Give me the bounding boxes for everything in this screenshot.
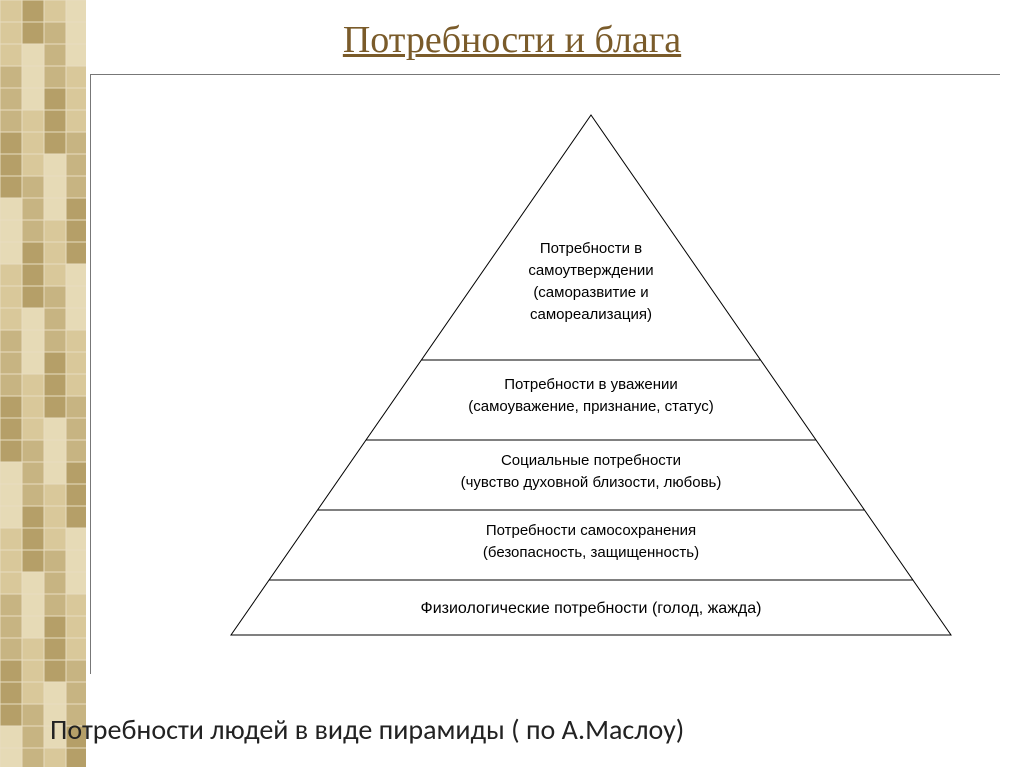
svg-text:Социальные потребности: Социальные потребности	[501, 452, 681, 469]
svg-text:(саморазвитие и: (саморазвитие и	[533, 284, 648, 301]
svg-text:Потребности в уважении: Потребности в уважении	[504, 376, 678, 393]
decorative-left-strip	[0, 0, 86, 767]
caption-text: Потребности людей в виде пирамиды ( по А…	[50, 712, 684, 747]
svg-text:(чувство духовной близости, лю: (чувство духовной близости, любовь)	[461, 474, 722, 491]
svg-text:самореализация): самореализация)	[530, 306, 652, 323]
svg-text:самоутверждении: самоутверждении	[528, 262, 653, 279]
pyramid-frame: Потребности в самоутверждении (саморазвити…	[90, 74, 1000, 674]
svg-text:Потребности самосохранения: Потребности самосохранения	[486, 522, 696, 539]
svg-text:(самоуважение, признание, стат: (самоуважение, признание, статус)	[468, 398, 713, 415]
maslow-pyramid: Потребности в самоутверждении (саморазвити…	[211, 95, 971, 655]
svg-text:Физиологические потребности (г: Физиологические потребности (голод, жажд…	[421, 600, 762, 617]
svg-text:(безопасность, защищенность): (безопасность, защищенность)	[483, 544, 699, 561]
page-title: Потребности и блага	[0, 18, 1024, 62]
svg-text:Потребности в: Потребности в	[540, 240, 642, 257]
